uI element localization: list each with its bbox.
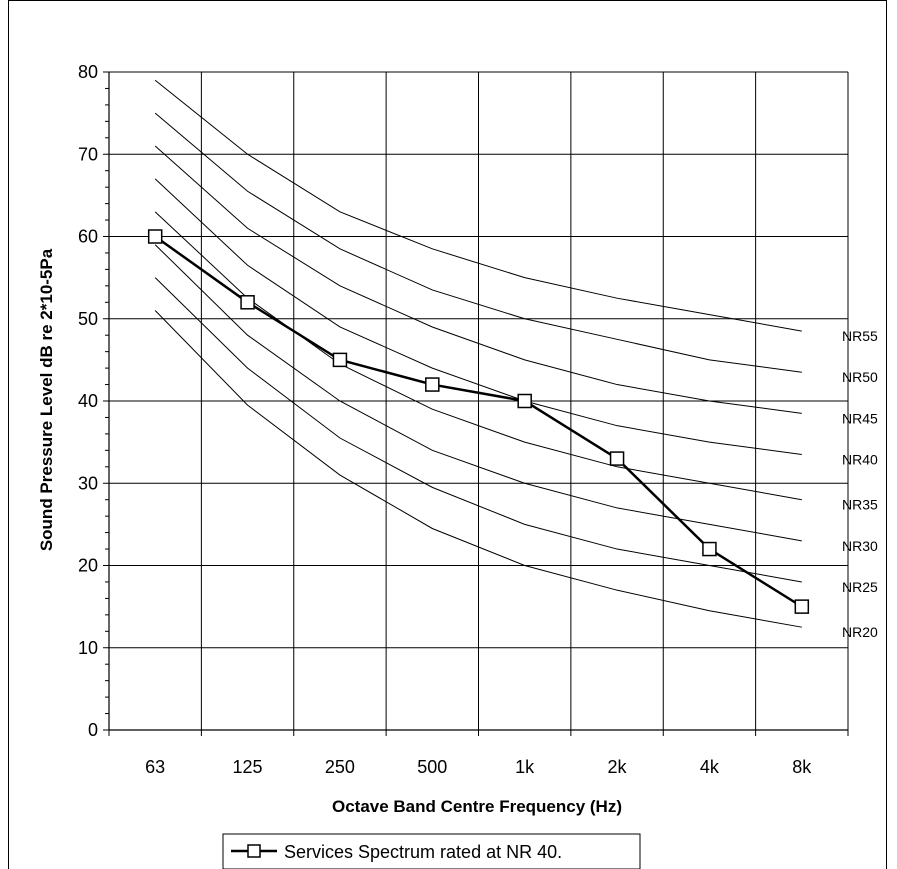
data-series bbox=[147, 229, 810, 614]
grid bbox=[109, 71, 849, 730]
nr-label-nr30: NR30 bbox=[842, 538, 878, 554]
x-tick-label: 1k bbox=[515, 757, 535, 777]
nr-curve-nr45 bbox=[154, 145, 802, 414]
x-axis-title: Octave Band Centre Frequency (Hz) bbox=[332, 797, 622, 816]
y-axis-title: Sound Pressure Level dB re 2*10-5Pa bbox=[37, 248, 56, 551]
y-tick-label: 60 bbox=[78, 227, 98, 247]
y-tick-label: 70 bbox=[78, 144, 98, 164]
x-tick-label: 500 bbox=[417, 757, 447, 777]
services-spectrum-point bbox=[147, 229, 163, 244]
y-tick-label: 50 bbox=[78, 309, 98, 329]
nr-label-nr45: NR45 bbox=[842, 410, 878, 426]
legend: Services Spectrum rated at NR 40. bbox=[222, 833, 641, 869]
services-spectrum-point bbox=[794, 599, 810, 614]
axes bbox=[103, 71, 849, 736]
y-tick-label: 10 bbox=[78, 638, 98, 658]
x-tick-label: 2k bbox=[608, 757, 628, 777]
tick-labels: 0 10 20 30 40 50 60 70 80 63 125 250 500 1k 2k 4k 8k bbox=[78, 62, 812, 777]
y-tick-label: 80 bbox=[78, 62, 98, 82]
nr-curve-nr40 bbox=[154, 178, 802, 455]
nr-label-nr35: NR35 bbox=[842, 497, 878, 513]
services-spectrum-point bbox=[702, 541, 717, 557]
services-spectrum-point bbox=[517, 393, 532, 409]
services-spectrum-point bbox=[425, 377, 440, 392]
nr-curve-nr35 bbox=[154, 211, 802, 501]
x-tick-label: 63 bbox=[145, 757, 165, 777]
nr-curve-nr50 bbox=[154, 112, 802, 373]
nr-label-nr20: NR20 bbox=[842, 624, 878, 640]
y-tick-label: 20 bbox=[78, 556, 98, 576]
nr-curve-nr25 bbox=[154, 277, 802, 583]
chart-frame bbox=[8, 0, 887, 869]
nr-curve-nr20 bbox=[154, 310, 802, 628]
nr-curve-nr30 bbox=[154, 244, 802, 542]
x-tick-label: 250 bbox=[325, 757, 355, 777]
services-spectrum-point bbox=[332, 352, 348, 368]
legend-marker-swatch bbox=[247, 844, 261, 858]
y-tick-label: 0 bbox=[88, 720, 98, 740]
nr-label-nr55: NR55 bbox=[842, 328, 878, 344]
services-spectrum-point bbox=[240, 295, 255, 310]
nr-label-nr40: NR40 bbox=[842, 451, 878, 467]
nr-curves bbox=[154, 79, 802, 628]
x-tick-label: 125 bbox=[233, 757, 263, 777]
services-spectrum-line bbox=[154, 235, 803, 608]
legend-label: Services Spectrum rated at NR 40. bbox=[284, 842, 562, 862]
legend-box bbox=[222, 833, 641, 869]
nr-curve-nr55 bbox=[154, 79, 802, 332]
nr-curve-labels: NR55 NR50 NR45 NR40 NR35 NR30 NR25 NR20 bbox=[842, 328, 878, 640]
services-spectrum-point bbox=[609, 451, 625, 466]
x-tick-label: 8k bbox=[792, 757, 812, 777]
y-tick-label: 30 bbox=[78, 473, 98, 493]
nr-label-nr50: NR50 bbox=[842, 369, 878, 385]
y-tick-label: 40 bbox=[78, 391, 98, 411]
nr-label-nr25: NR25 bbox=[842, 579, 878, 595]
x-tick-label: 4k bbox=[700, 757, 720, 777]
